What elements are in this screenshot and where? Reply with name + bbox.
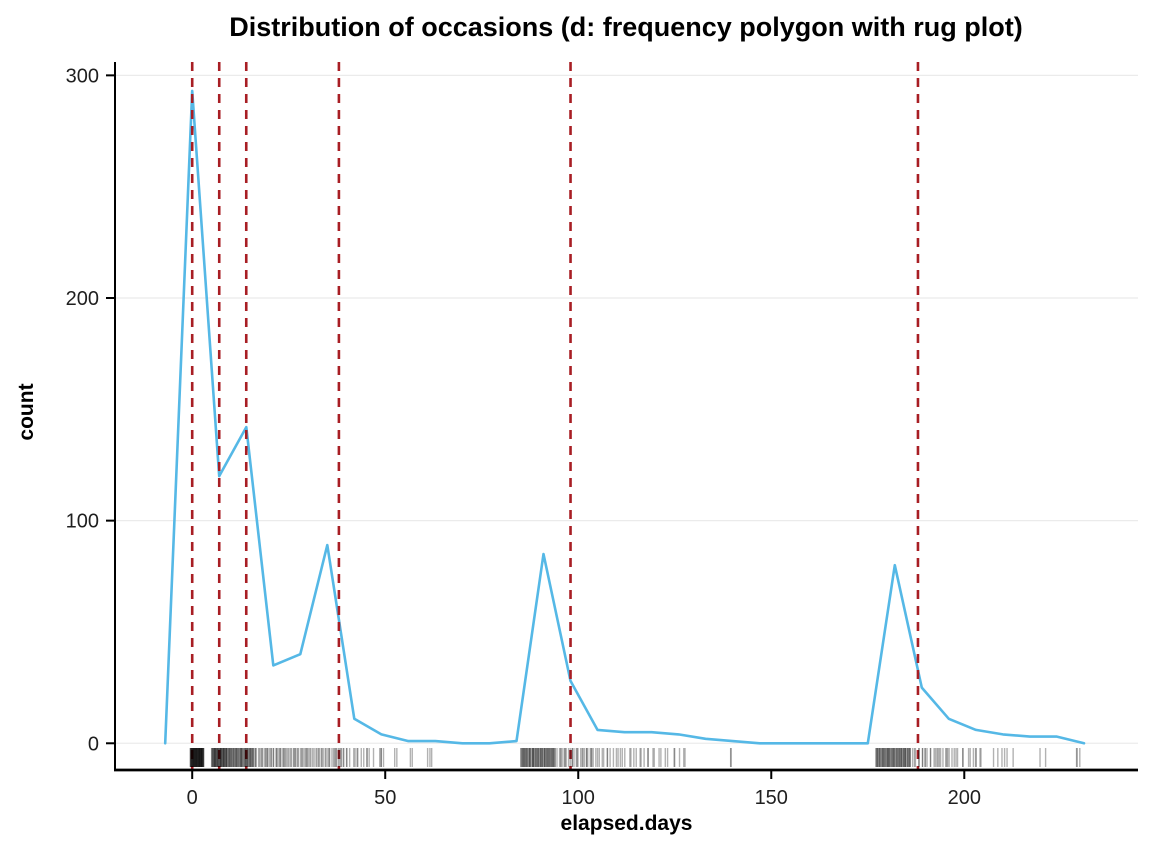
x-tick-label: 200 bbox=[948, 787, 981, 809]
frequency-polygon-line bbox=[163, 89, 1086, 745]
chart-title: Distribution of occasions (d: frequency … bbox=[229, 12, 1023, 42]
x-tick-label: 50 bbox=[374, 787, 396, 809]
x-tick-label: 150 bbox=[755, 787, 788, 809]
y-tick-label: 0 bbox=[88, 733, 99, 755]
x-tick-label: 0 bbox=[187, 787, 198, 809]
y-tick-label: 300 bbox=[66, 65, 99, 87]
y-tick-label: 200 bbox=[66, 288, 99, 310]
x-tick-label: 100 bbox=[562, 787, 595, 809]
x-axis-title: elapsed.days bbox=[560, 812, 693, 835]
y-tick-label: 100 bbox=[66, 511, 99, 533]
